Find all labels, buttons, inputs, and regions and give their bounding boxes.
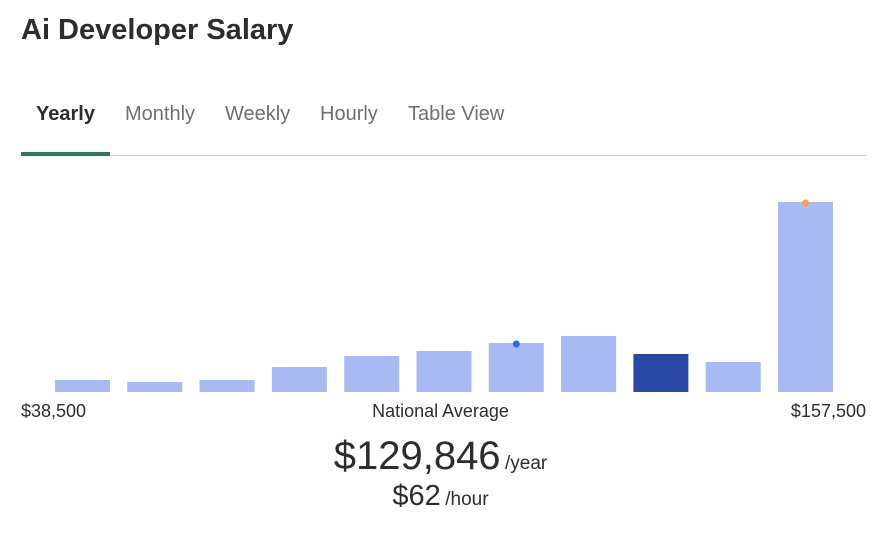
salary-bar <box>705 362 761 392</box>
average-yearly-unit: /year <box>505 453 548 474</box>
average-yearly-value: $129,846 <box>333 434 501 478</box>
salary-bar <box>271 367 327 392</box>
salary-bar <box>344 356 400 392</box>
salary-bar <box>416 351 472 392</box>
average-hourly-unit: /hour <box>445 489 489 510</box>
average-hourly-value: $62 <box>392 480 441 512</box>
average-hourly-salary: $62 /hour <box>0 480 881 513</box>
bar-marker-blue <box>512 340 520 348</box>
min-salary-label: $38,500 <box>21 401 87 421</box>
salary-bar <box>778 202 833 392</box>
tab-yearly[interactable]: Yearly <box>21 92 110 156</box>
tab-monthly[interactable]: Monthly <box>125 103 196 125</box>
page-title: Ai Developer Salary <box>21 14 294 46</box>
salary-bar-highlighted <box>633 354 689 392</box>
max-salary-label: $157,500 <box>790 401 866 421</box>
salary-bar <box>561 336 617 392</box>
salary-bar <box>488 343 544 392</box>
tab-weekly[interactable]: Weekly <box>225 103 291 125</box>
salary-bar <box>55 380 110 392</box>
tab-table-view[interactable]: Table View <box>408 103 505 125</box>
average-yearly-salary: $129,846 /year <box>0 434 881 479</box>
bar-marker-orange <box>802 199 809 207</box>
salary-bar <box>199 380 255 392</box>
pay-period-tabs: Yearly Monthly Weekly Hourly Table View <box>21 92 866 156</box>
salary-bar <box>127 382 183 392</box>
salary-distribution-chart <box>55 199 833 392</box>
national-average-label: National Average <box>372 401 509 421</box>
tab-hourly[interactable]: Hourly <box>320 103 378 125</box>
